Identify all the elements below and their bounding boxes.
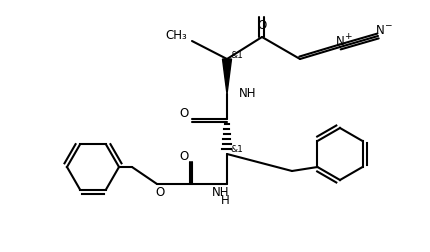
Text: O: O [155, 186, 165, 199]
Text: O: O [179, 149, 189, 162]
Text: +: + [344, 32, 352, 40]
Text: −: − [384, 20, 392, 29]
Text: NH: NH [239, 86, 257, 99]
Text: &1: &1 [230, 50, 243, 59]
Text: O: O [258, 18, 267, 32]
Text: CH₃: CH₃ [165, 28, 187, 41]
Text: N: N [376, 23, 384, 36]
Text: O: O [179, 106, 189, 119]
Text: &1: &1 [230, 145, 243, 154]
Text: NH: NH [212, 186, 230, 199]
Text: H: H [221, 194, 229, 207]
Text: N: N [336, 34, 344, 47]
Polygon shape [222, 60, 231, 94]
